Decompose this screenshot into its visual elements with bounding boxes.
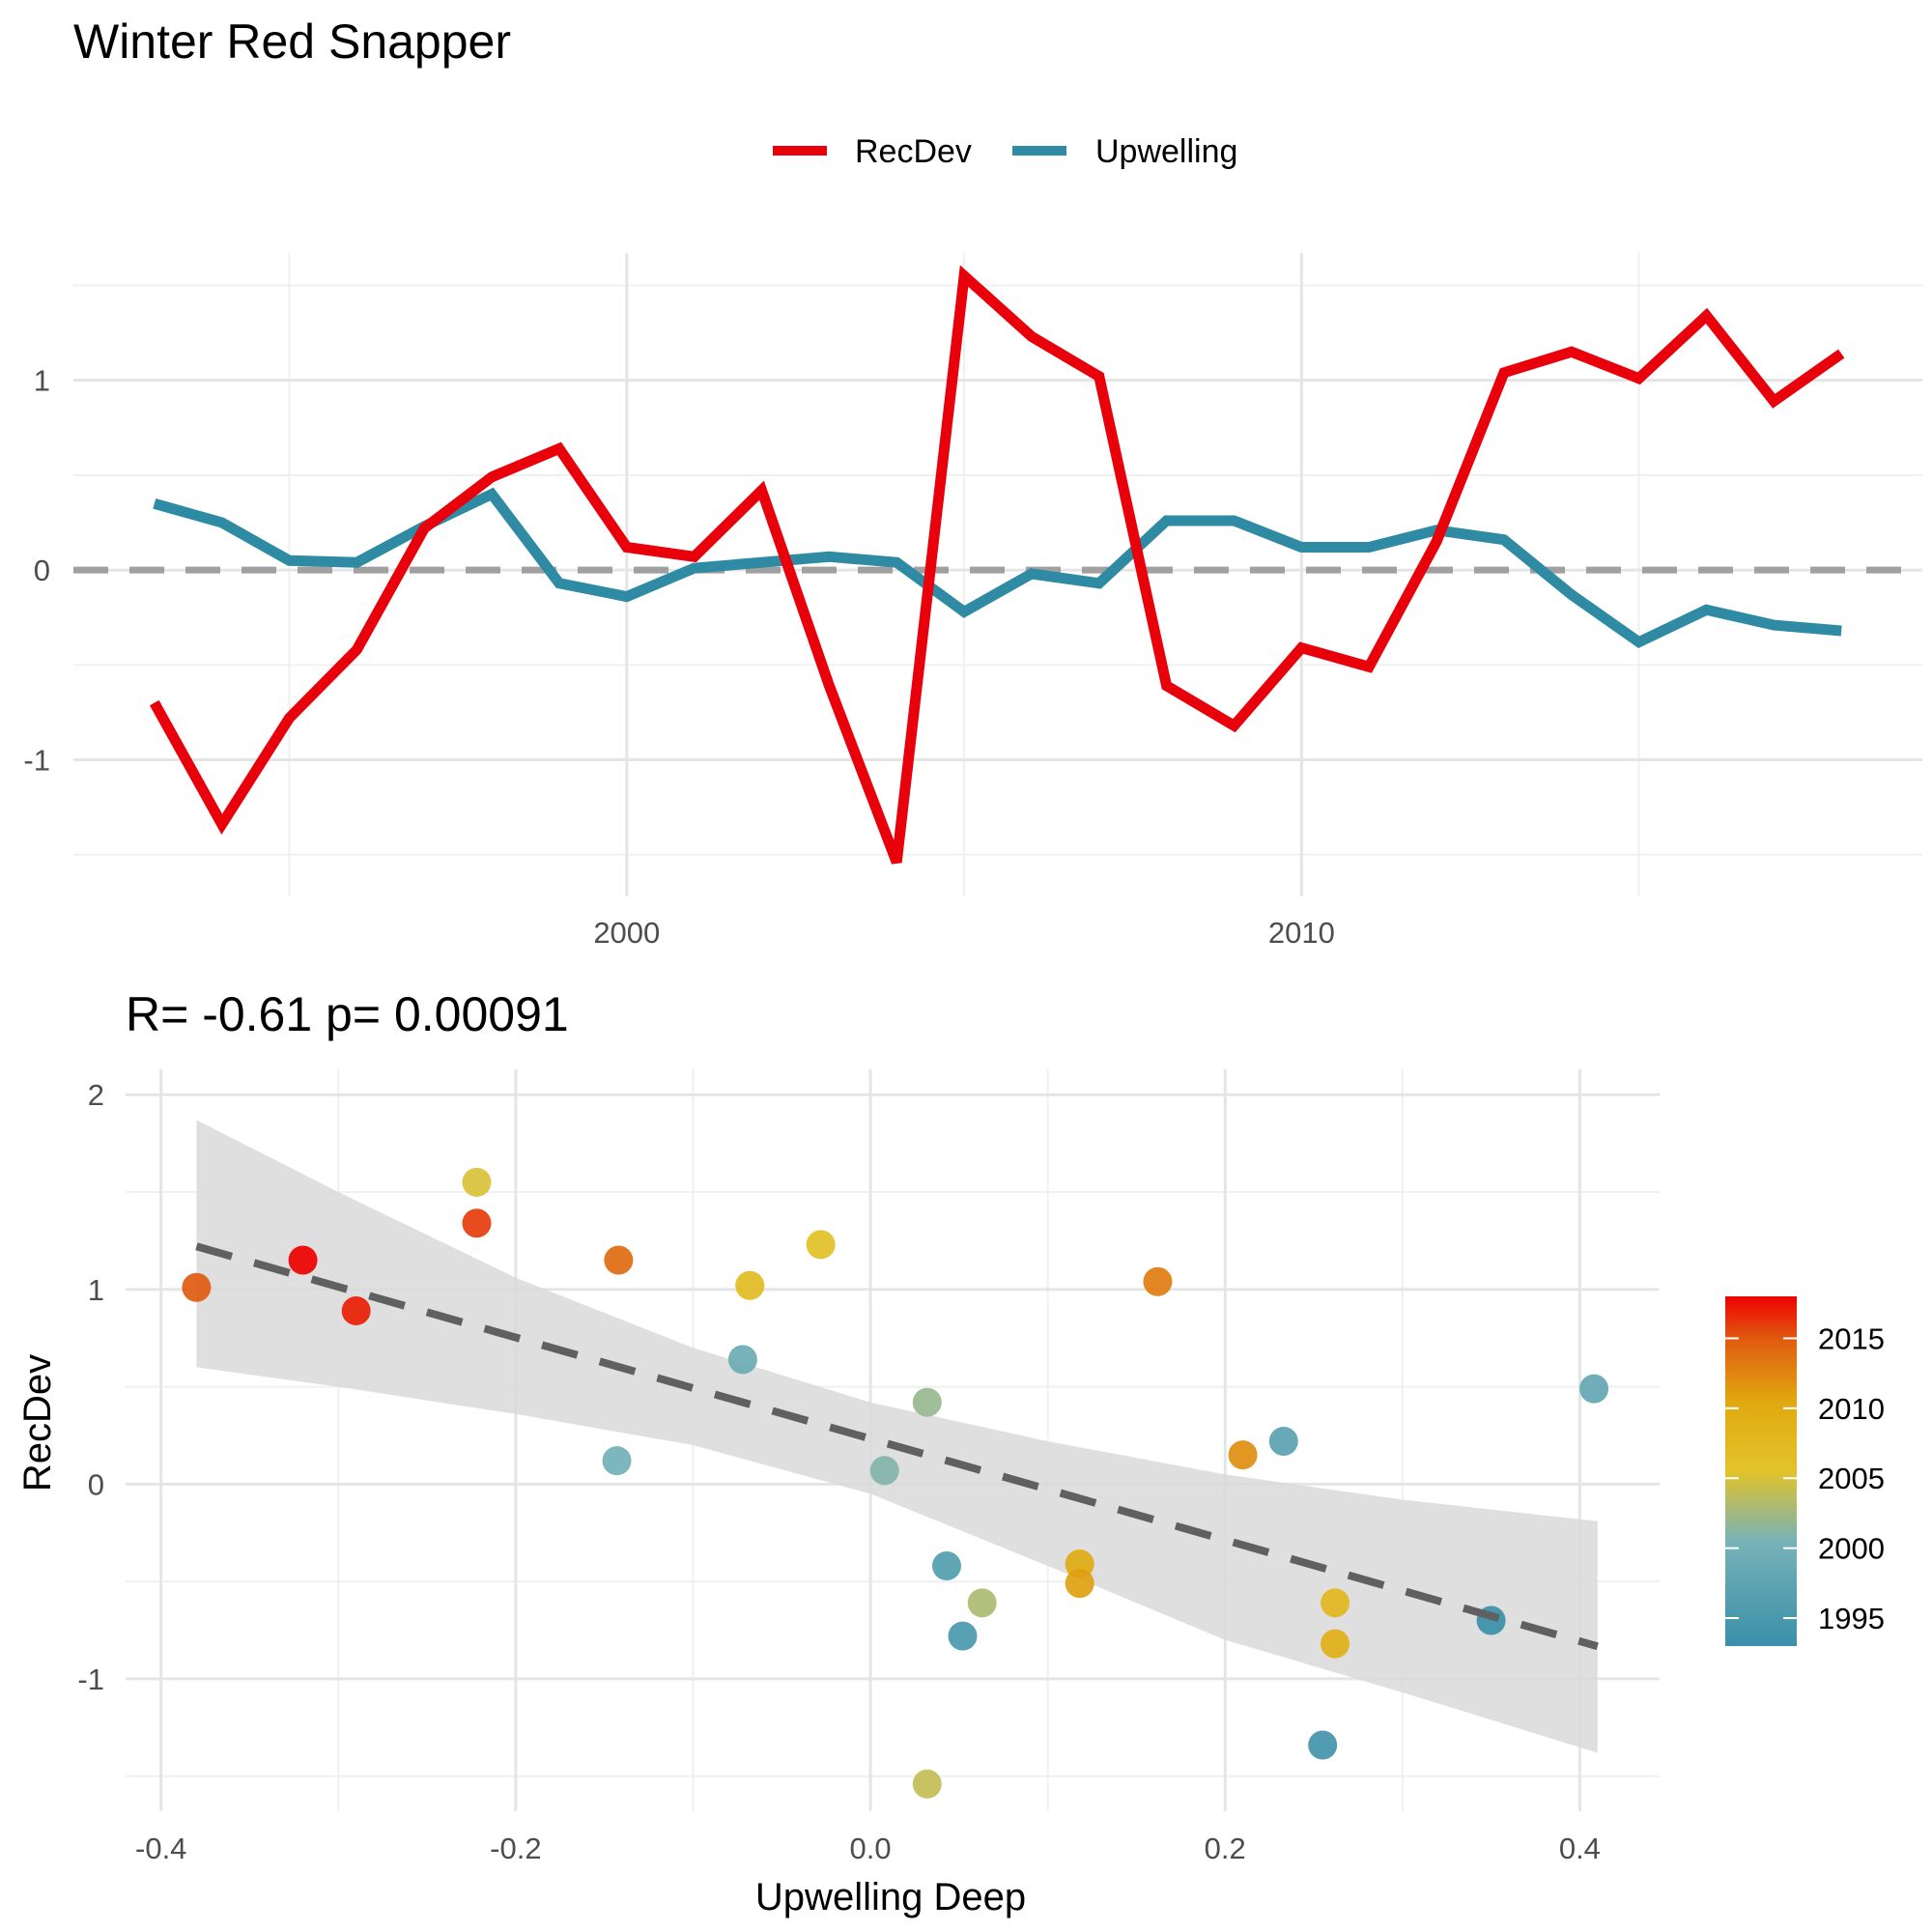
scatter-point [462,1167,492,1197]
time-series-panel: 2000 2010 -1 0 1 [23,253,1922,950]
confidence-ribbon [196,1120,1598,1753]
scatter-point [1308,1730,1338,1760]
chart-title: Winter Red Snapper [73,14,511,69]
colorbar-tick-label: 2005 [1818,1462,1885,1495]
scatter-point [735,1270,765,1300]
scatter-point [869,1456,899,1486]
scatter-point [931,1551,961,1581]
scatter-point [727,1345,757,1375]
scatter-point [341,1295,371,1325]
scatter-point [806,1230,836,1260]
y-tick-label: 1 [34,364,50,398]
scatter-point [604,1245,634,1275]
colorbar-gradient [1725,1296,1797,1646]
regression-fit-line [195,1242,1599,1651]
scatter-point [967,1588,997,1618]
colorbar-tick-label: 2000 [1818,1532,1885,1566]
y-tick-label: 0 [34,554,50,587]
scatter-point [1579,1374,1609,1404]
scatter-panel: -0.4 -0.2 0.0 0.2 0.4 -1 0 1 2 [77,1069,1660,1865]
scatter-point [1321,1629,1350,1659]
scatter-point [182,1272,212,1302]
y-axis-title: RecDev [16,1354,59,1492]
scatter-point [948,1621,978,1651]
y-tick-label: -1 [77,1662,104,1696]
colorbar-tick-label: 2010 [1818,1392,1885,1426]
x-tick-label: -0.2 [490,1832,541,1865]
scatter-point [912,1387,942,1417]
scatter-point [288,1245,318,1275]
x-tick-label: -0.4 [135,1832,186,1865]
x-tick-label: 0.2 [1205,1832,1246,1865]
colorbar-tick-label: 2015 [1818,1321,1885,1355]
y-tick-label: -1 [23,744,50,778]
x-tick-label: 0.0 [849,1832,891,1865]
scatter-point [1228,1440,1258,1470]
y-tick-label: 1 [88,1273,104,1307]
scatter-point [912,1769,942,1799]
scatter-point [602,1446,632,1476]
legend-label-upwelling: Upwelling [1095,133,1237,170]
year-colorbar: 1995 2000 2005 2010 2015 [1725,1296,1885,1646]
x-tick-label: 0.4 [1559,1832,1601,1865]
legend-label-recdev: RecDev [855,133,972,170]
correlation-label: R= -0.61 p= 0.00091 [126,987,569,1041]
colorbar-tick-label: 1995 [1818,1602,1885,1635]
scatter-point [1065,1569,1094,1599]
scatter-point [1268,1427,1298,1457]
y-tick-label: 2 [88,1078,104,1112]
x-tick-label: 2010 [1268,916,1335,950]
scatter-point [1143,1266,1173,1296]
scatter-point [1321,1588,1350,1618]
scatter-point [462,1208,492,1238]
y-tick-label: 0 [88,1467,104,1501]
legend: RecDev Upwelling [773,133,1237,170]
x-tick-label: 2000 [593,916,660,950]
x-axis-title: Upwelling Deep [755,1876,1026,1918]
series-line-recdev [149,265,1845,865]
